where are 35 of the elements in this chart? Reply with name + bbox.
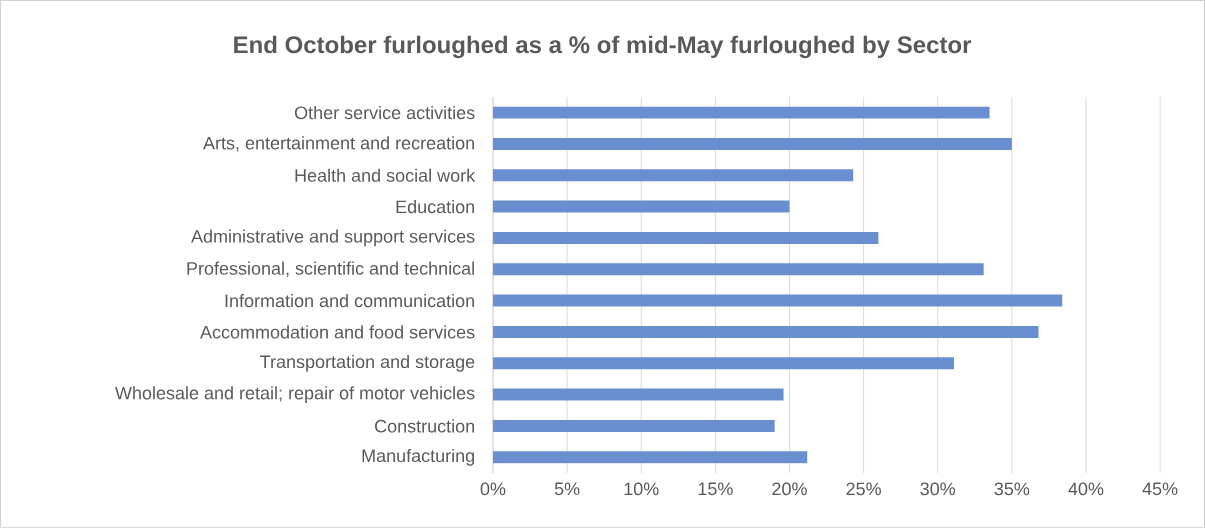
y-tick-label: Arts, entertainment and recreation xyxy=(203,136,474,152)
bar xyxy=(492,388,784,401)
x-tick-label: 15% xyxy=(698,482,733,496)
x-tick-label: 30% xyxy=(920,482,956,496)
chart-title: End October furloughed as a % of mid-May furloughed by Sector xyxy=(234,35,972,59)
bar xyxy=(492,294,1063,307)
bar xyxy=(492,326,1039,339)
bar xyxy=(492,263,984,276)
y-tick-label: Wholesale and retail; repair of motor vehicles xyxy=(115,386,475,404)
y-tick-label: Construction xyxy=(375,419,474,433)
bar xyxy=(492,169,854,182)
x-tick-label: 10% xyxy=(624,482,659,496)
y-tick-label: Professional, scientific and technical xyxy=(187,261,474,278)
y-tick-label: Information and communication xyxy=(225,294,474,308)
bar xyxy=(492,231,879,244)
y-tick-label: Education xyxy=(396,200,475,214)
x-tick-label: 25% xyxy=(846,482,881,496)
x-tick-label: 5% xyxy=(554,482,580,496)
bar xyxy=(492,420,775,433)
bar xyxy=(492,106,990,119)
y-tick-label: Manufacturing xyxy=(362,448,474,466)
bar xyxy=(492,357,955,370)
x-tick-label: 0% xyxy=(480,482,506,496)
y-tick-label: Administrative and support services xyxy=(191,229,475,247)
bar xyxy=(492,451,808,464)
y-tick-label: Other service activities xyxy=(294,106,475,120)
bar xyxy=(492,200,790,213)
x-tick-label: 20% xyxy=(772,482,807,496)
y-tick-label: Accommodation and food services xyxy=(200,325,475,339)
x-tick-label: 40% xyxy=(1068,482,1104,496)
y-tick-label: Health and social work xyxy=(295,168,476,182)
y-tick-label: Transportation and storage xyxy=(260,354,475,372)
x-tick-label: 45% xyxy=(1142,482,1178,496)
x-tick-label: 35% xyxy=(994,482,1030,496)
bar xyxy=(492,137,1012,150)
